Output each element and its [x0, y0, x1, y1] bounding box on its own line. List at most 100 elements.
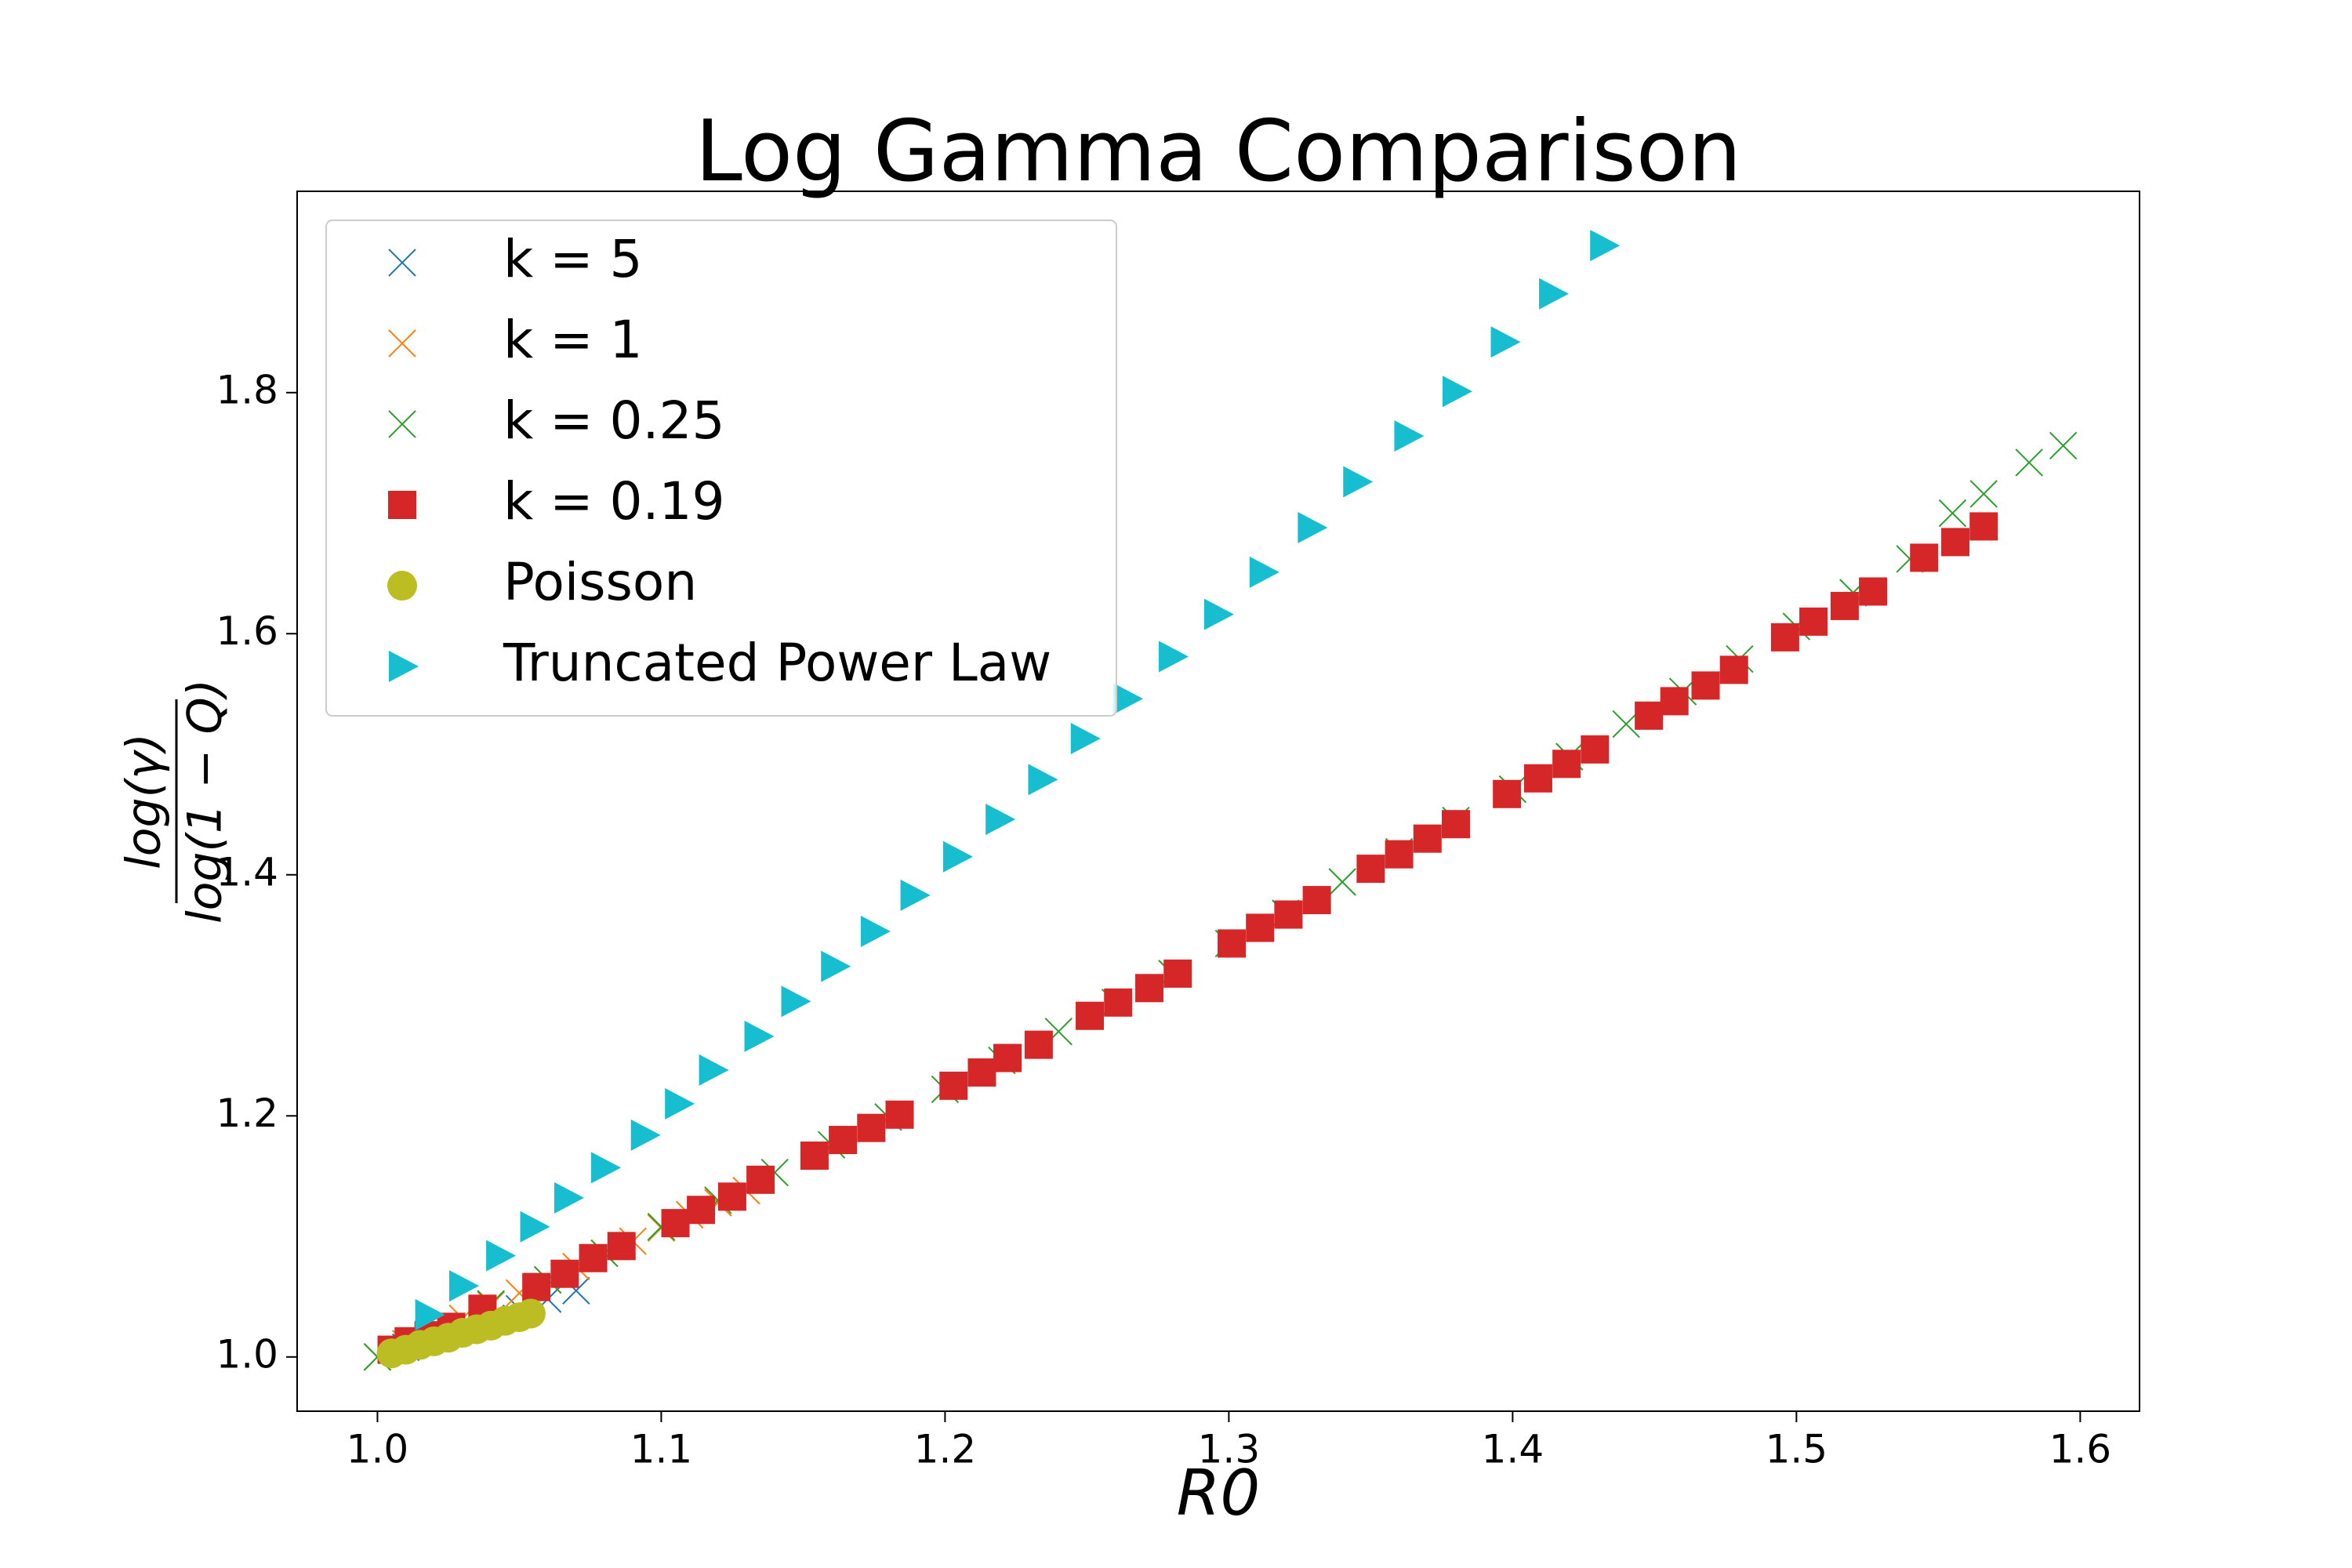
square-marker [607, 1232, 636, 1261]
y-label-denominator: log(1 − Q) [178, 679, 233, 924]
square-marker [1910, 543, 1939, 572]
legend-box [325, 220, 1117, 717]
square-marker [1076, 1001, 1105, 1030]
plot-frame [296, 191, 2140, 1412]
x-marker [2015, 448, 2043, 477]
chart-title: Log Gamma Comparison [695, 103, 1742, 201]
square-marker [1104, 988, 1133, 1017]
square-marker [993, 1044, 1022, 1073]
triangle-marker [1442, 376, 1472, 408]
square-marker [746, 1165, 775, 1194]
y-tick-label: 1.6 [216, 608, 278, 654]
triangle-marker [942, 840, 973, 873]
triangle-marker [1203, 598, 1234, 630]
triangle-marker [415, 1298, 445, 1330]
y-label-numerator: log(γ) [117, 733, 172, 869]
x-marker [388, 329, 416, 358]
triangle-marker [900, 879, 931, 911]
square-marker [857, 1113, 886, 1142]
triangle-marker [1113, 683, 1144, 715]
x-marker [2049, 431, 2078, 460]
square-marker [1830, 591, 1859, 620]
square-marker [1691, 671, 1720, 700]
square-marker [1302, 886, 1331, 915]
triangle-marker [1394, 420, 1425, 452]
x-marker [1328, 868, 1356, 896]
triangle-marker [520, 1210, 550, 1243]
square-marker [967, 1058, 996, 1087]
triangle-marker [699, 1054, 729, 1086]
square-marker [1385, 840, 1414, 869]
y-tick-label: 1.0 [216, 1331, 278, 1377]
triangle-marker [630, 1119, 661, 1151]
legend-label: Truncated Power Law [503, 633, 1051, 693]
x-tick-label: 1.3 [1198, 1427, 1261, 1472]
square-marker [1163, 959, 1192, 988]
square-marker [1523, 764, 1552, 793]
square-marker [1859, 577, 1888, 606]
y-tick-label: 1.8 [216, 367, 278, 412]
series [415, 230, 1621, 1330]
triangle-marker [985, 804, 1016, 836]
triangle-marker [486, 1240, 517, 1272]
square-marker [687, 1196, 716, 1225]
triangle-marker [591, 1152, 622, 1184]
triangle-marker [554, 1181, 584, 1214]
square-marker [1024, 1030, 1053, 1059]
x-tick-label: 1.6 [2049, 1427, 2112, 1472]
square-marker [1660, 687, 1689, 716]
square-marker [885, 1100, 914, 1129]
x-tick-label: 1.2 [914, 1427, 977, 1472]
x-tick-label: 1.5 [1766, 1427, 1828, 1472]
square-marker [1135, 974, 1164, 1003]
square-marker [717, 1182, 746, 1211]
square-marker [1246, 913, 1275, 942]
square-marker [1274, 900, 1303, 929]
square-marker [939, 1071, 968, 1100]
square-marker [1719, 655, 1748, 684]
square-marker [1770, 622, 1799, 652]
legend-label: k = 0.19 [503, 471, 724, 532]
x-marker [1938, 499, 1967, 528]
triangle-marker [449, 1270, 480, 1302]
legend-label: k = 1 [503, 310, 642, 370]
triangle-marker [1028, 764, 1058, 796]
x-marker [388, 410, 416, 438]
square-marker [1356, 855, 1385, 884]
x-tick-label: 1.0 [347, 1427, 409, 1472]
square-marker [1635, 701, 1664, 730]
series [376, 1298, 546, 1369]
square-marker [1581, 735, 1610, 764]
square-marker [1218, 929, 1247, 958]
square-marker [1969, 512, 1998, 541]
square-marker [550, 1259, 579, 1288]
triangle-marker [1539, 278, 1570, 310]
triangle-marker [1590, 230, 1621, 262]
triangle-marker [1343, 466, 1374, 498]
triangle-marker [1490, 326, 1521, 358]
triangle-marker [1298, 511, 1328, 543]
y-axis-label: log(γ) log(1 − Q) [117, 679, 233, 924]
square-marker [1941, 528, 1970, 557]
x-axis-label: R0 [1177, 1457, 1260, 1530]
square-marker [800, 1142, 829, 1171]
x-marker [1969, 480, 1998, 508]
square-marker [579, 1243, 608, 1272]
triangle-marker [744, 1020, 775, 1052]
triangle-marker [781, 985, 811, 1018]
square-marker [388, 491, 416, 519]
square-marker [1493, 779, 1522, 808]
y-tick-label: 1.2 [216, 1091, 278, 1136]
circle-marker [515, 1298, 546, 1329]
square-marker [661, 1209, 690, 1238]
circle-marker [387, 571, 417, 601]
x-tick-label: 1.4 [1482, 1427, 1544, 1472]
triangle-marker [665, 1087, 695, 1120]
square-marker [829, 1126, 858, 1155]
triangle-marker [1249, 556, 1279, 588]
y-tick-label: 1.4 [216, 849, 278, 895]
legend-label: Poisson [503, 552, 697, 612]
square-marker [1552, 750, 1581, 779]
